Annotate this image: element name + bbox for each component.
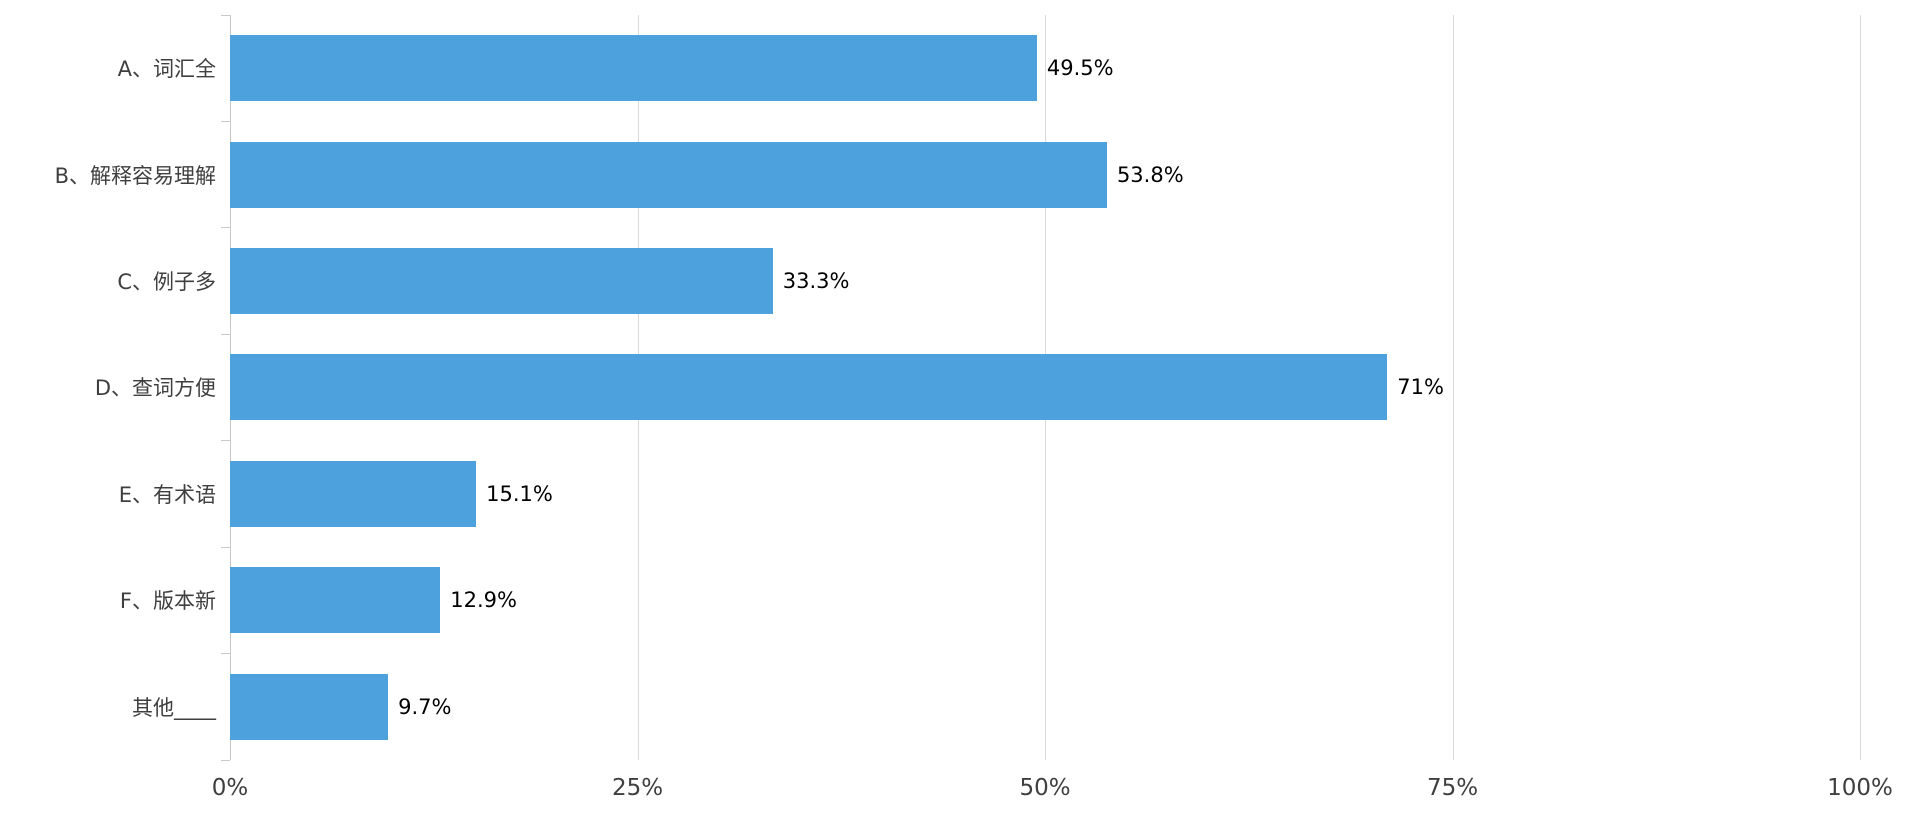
category-label: 其他____ xyxy=(132,695,216,720)
bar-value-label: 53.8% xyxy=(1116,162,1184,187)
x-axis-labels: 0% 25% 50% 75% 100% xyxy=(212,775,1893,815)
y-axis-tick xyxy=(221,120,230,122)
x-tick-label: 75% xyxy=(1426,775,1479,801)
category-label: E、有术语 xyxy=(118,482,216,507)
gridline xyxy=(1452,15,1454,760)
category-labels: A、词汇全 B、解释容易理解 C、例子多 D、查词方便 E、有术语 F、版本新其他____ xyxy=(0,15,216,760)
bar-rows: 49.5% 53.8% 33.3% 71% 15.1% 12.9% 9.7% xyxy=(230,15,1860,760)
x-tick-label: 50% xyxy=(1019,775,1071,801)
bar-row: 71% xyxy=(230,334,1860,440)
x-tick-label: 0% xyxy=(211,775,249,801)
y-axis-tick xyxy=(221,14,230,16)
plot-area: 49.5% 53.8% 33.3% 71% 15.1% 12.9% 9.7% xyxy=(221,14,1861,761)
bar[interactable] xyxy=(230,141,1107,208)
y-axis-tick xyxy=(221,653,230,655)
bar-row: 12.9% xyxy=(230,547,1860,653)
bar-row: 53.8% xyxy=(230,121,1860,227)
bar[interactable] xyxy=(230,460,477,527)
bar[interactable] xyxy=(230,673,389,740)
x-tick-label: 25% xyxy=(611,775,664,801)
bar-row: 33.3% xyxy=(230,228,1860,334)
bar-value-label: 71% xyxy=(1397,375,1444,400)
bar-row: 9.7% xyxy=(230,654,1860,760)
category-label: C、例子多 xyxy=(117,270,216,295)
x-tick-label: 100% xyxy=(1827,775,1893,801)
y-axis-tick xyxy=(221,546,230,548)
bar-value-label: 33.3% xyxy=(782,269,850,294)
category-label: B、解释容易理解 xyxy=(54,163,216,188)
bar-row: 15.1% xyxy=(230,441,1860,547)
y-axis-tick xyxy=(221,227,230,229)
bar-value-label: 12.9% xyxy=(450,588,517,613)
bar[interactable] xyxy=(230,567,441,634)
category-label: A、词汇全 xyxy=(117,57,216,82)
gridline xyxy=(1860,15,1861,760)
bar-row: 49.5% xyxy=(230,15,1860,121)
y-axis-tick xyxy=(221,333,230,335)
category-label: F、版本新 xyxy=(119,589,216,614)
y-axis-tick xyxy=(221,440,230,442)
bar[interactable] xyxy=(230,354,1388,421)
category-label: D、查词方便 xyxy=(94,376,216,401)
y-axis-tick xyxy=(221,759,230,761)
bar-value-label: 15.1% xyxy=(486,481,553,506)
bar-value-label: 49.5% xyxy=(1046,56,1114,81)
bar[interactable] xyxy=(230,35,1037,102)
bar-value-label: 9.7% xyxy=(398,694,452,719)
bar[interactable] xyxy=(230,248,773,315)
